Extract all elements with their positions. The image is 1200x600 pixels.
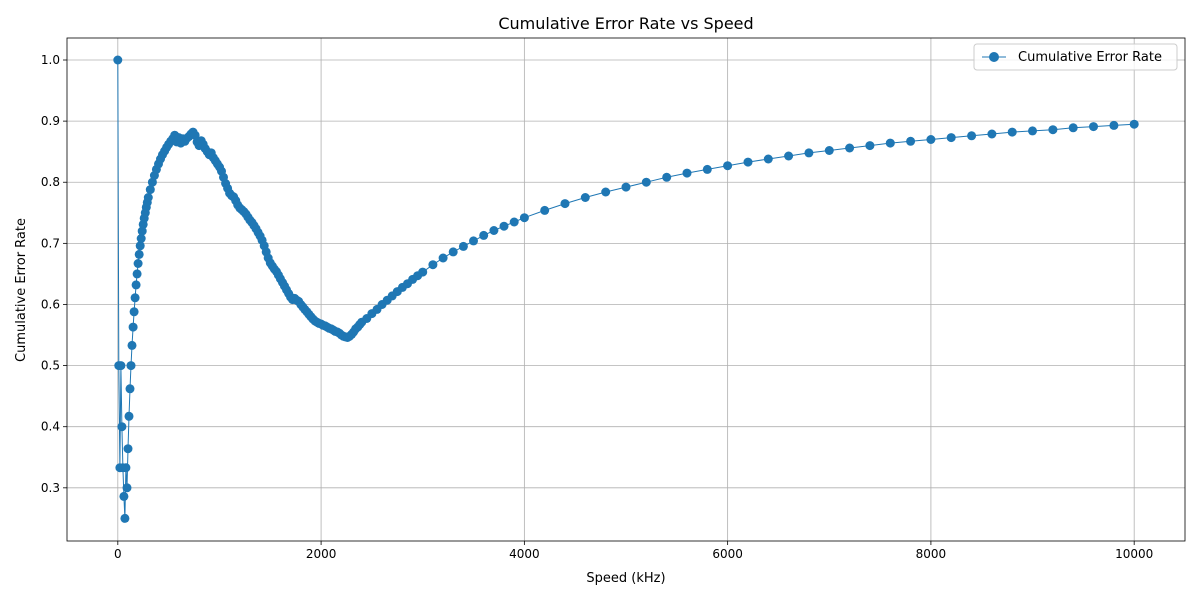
data-point (987, 129, 997, 139)
y-tick-label: 0.7 (41, 236, 60, 250)
data-point (865, 141, 875, 151)
data-point (946, 133, 956, 143)
data-point (601, 187, 611, 197)
data-point (117, 422, 127, 432)
data-point (119, 491, 129, 501)
data-point (967, 131, 977, 141)
data-point (135, 241, 145, 251)
legend: Cumulative Error Rate (973, 43, 1178, 71)
plot-area-frame (66, 37, 1186, 542)
data-point (641, 177, 651, 187)
data-point (682, 168, 692, 178)
y-tick-label: 0.4 (41, 420, 60, 434)
data-point (1129, 119, 1139, 129)
data-point (143, 193, 153, 202)
data-point (824, 146, 834, 155)
data-point (438, 253, 448, 263)
data-point (845, 143, 855, 153)
data-point (123, 444, 133, 454)
data-point (113, 55, 123, 65)
chart-title: Cumulative Error Rate vs Speed (498, 14, 753, 33)
data-point (885, 138, 895, 148)
legend-label: Cumulative Error Rate (1018, 50, 1162, 65)
y-tick-label: 0.9 (41, 114, 60, 128)
data-point (702, 164, 712, 174)
data-point (509, 217, 519, 227)
data-point (1068, 123, 1078, 133)
legend-box (973, 43, 1178, 71)
data-point (134, 249, 144, 259)
data-point (129, 307, 139, 317)
y-tick-label: 0.8 (41, 175, 60, 189)
x-tick-label: 2000 (306, 547, 337, 561)
data-point (127, 340, 137, 350)
data-point (126, 361, 136, 371)
y-tick-label: 1.0 (41, 53, 60, 67)
data-point (560, 199, 570, 209)
data-point (489, 226, 499, 235)
y-tick-label: 0.5 (41, 359, 60, 373)
data-point (621, 182, 631, 192)
data-point (906, 136, 916, 146)
data-point (804, 148, 814, 158)
data-point (418, 267, 428, 277)
data-point (540, 205, 550, 215)
data-point (124, 411, 134, 421)
data-point (723, 161, 733, 171)
data-point (458, 241, 468, 251)
x-axis-ticks: 0 2000 4000 6000 8000 10000 (114, 541, 1153, 561)
data-point (136, 234, 146, 243)
data-point (120, 513, 130, 523)
data-point (743, 157, 753, 167)
data-point (469, 236, 478, 246)
data-point (125, 384, 135, 394)
data-point (479, 230, 489, 240)
data-point (131, 280, 141, 290)
series-layer (113, 55, 1139, 523)
x-tick-label: 10000 (1115, 547, 1153, 561)
x-tick-label: 8000 (916, 547, 947, 561)
data-point (122, 483, 132, 493)
data-point (133, 259, 143, 268)
data-point (1028, 126, 1037, 136)
x-tick-label: 6000 (712, 547, 743, 561)
data-point (784, 151, 794, 161)
data-point (428, 260, 438, 270)
data-point (448, 247, 458, 257)
y-axis-ticks: 0.3 0.4 0.5 0.6 0.7 0.8 0.9 1.0 (41, 53, 67, 495)
x-tick-label: 4000 (509, 547, 540, 561)
data-point (130, 293, 140, 303)
y-axis-label: Cumulative Error Rate (14, 218, 29, 362)
data-point (137, 226, 147, 236)
data-point (926, 135, 936, 144)
data-point (132, 269, 142, 279)
data-point (763, 154, 773, 164)
data-point (1048, 125, 1058, 135)
data-point (499, 221, 509, 231)
x-tick-label: 0 (114, 547, 122, 561)
data-point (116, 361, 126, 371)
data-point (580, 193, 590, 202)
data-point (145, 185, 155, 195)
data-point (1007, 127, 1017, 137)
y-tick-label: 0.6 (41, 297, 60, 311)
data-point (1109, 120, 1119, 130)
data-point (662, 172, 672, 182)
x-axis-label: Speed (kHz) (586, 571, 665, 586)
legend-marker-swatch (989, 52, 999, 62)
data-point (519, 213, 529, 223)
data-point (1089, 122, 1098, 132)
data-point (121, 463, 131, 473)
data-point (128, 322, 138, 332)
y-tick-label: 0.3 (41, 481, 60, 495)
